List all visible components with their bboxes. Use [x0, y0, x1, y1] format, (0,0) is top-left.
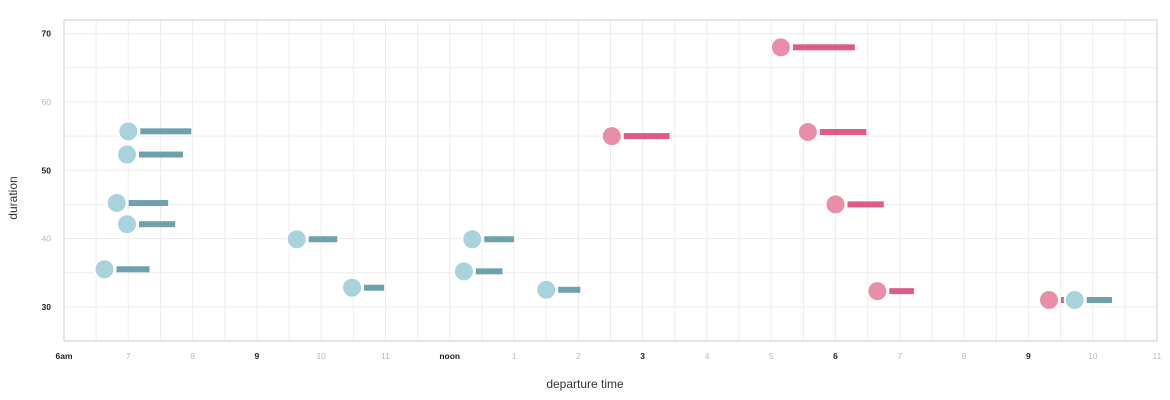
x-tick-label: 6am: [55, 351, 72, 361]
x-tick-label: 10: [316, 351, 326, 361]
duration-bars: [116, 44, 1112, 304]
pink-duration-bar: [819, 129, 867, 136]
x-tick-labels: 6am 7 8 9 10 11 noon 1 2 3 4 5 6 7 8 9 10 11: [55, 351, 1161, 361]
pink-duration-bar: [792, 44, 855, 51]
blue-duration-bar: [128, 200, 169, 207]
blue-duration-bar: [139, 221, 176, 228]
pink-departure-dot: [600, 125, 623, 148]
departure-dots: [93, 36, 1086, 312]
blue-duration-bar: [364, 284, 385, 291]
blue-duration-bar: [116, 266, 150, 273]
pink-departure-dot: [866, 280, 889, 303]
blue-duration-bar: [308, 236, 338, 243]
blue-departure-dot: [535, 278, 558, 301]
x-tick-label: 7: [897, 351, 902, 361]
y-tick-label: 50: [42, 165, 52, 175]
blue-duration-bar: [140, 128, 192, 135]
blue-departure-dot: [452, 260, 475, 283]
blue-duration-bar: [475, 268, 503, 275]
x-tick-label: noon: [439, 351, 460, 361]
pink-duration-bar: [847, 201, 884, 208]
pink-departure-dot: [769, 36, 792, 59]
blue-duration-bar: [558, 286, 581, 293]
x-tick-label: 3: [640, 351, 645, 361]
y-axis-title: duration: [6, 176, 20, 219]
x-tick-label: 4: [705, 351, 710, 361]
pink-departure-dot: [1037, 289, 1060, 312]
blue-departure-dot: [93, 258, 116, 281]
y-tick-label: 30: [42, 302, 52, 312]
x-tick-label: 6: [833, 351, 838, 361]
blue-duration-bar: [139, 151, 183, 158]
x-tick-label: 8: [962, 351, 967, 361]
pink-duration-bar: [889, 288, 914, 295]
axes: [63, 19, 1158, 342]
pink-duration-bar: [623, 133, 670, 140]
x-tick-label: 9: [1026, 351, 1031, 361]
blue-departure-dot: [116, 143, 139, 166]
blue-duration-bar: [484, 236, 515, 243]
y-tick-label: 40: [42, 234, 52, 244]
blue-departure-dot: [461, 228, 484, 251]
x-tick-label: 11: [1153, 351, 1162, 361]
x-tick-label: 7: [126, 351, 131, 361]
y-tick-label: 70: [42, 29, 52, 39]
x-tick-label: 11: [381, 351, 390, 361]
x-tick-label: 10: [1088, 351, 1098, 361]
blue-departure-dot: [117, 120, 140, 143]
y-tick-labels: 30 40 50 60 70: [42, 29, 52, 312]
blue-departure-dot: [116, 213, 139, 236]
blue-departure-dot: [1063, 289, 1086, 312]
x-tick-label: 5: [769, 351, 774, 361]
blue-departure-dot: [285, 228, 308, 251]
grid: [63, 20, 1158, 341]
x-tick-label: 2: [576, 351, 581, 361]
x-tick-label: 1: [512, 351, 517, 361]
blue-departure-dot: [341, 276, 364, 299]
blue-duration-bar: [1086, 297, 1112, 304]
x-tick-label: 9: [255, 351, 260, 361]
pink-departure-dot: [796, 121, 819, 144]
blue-departure-dot: [105, 192, 128, 215]
pink-departure-dot: [824, 193, 847, 216]
plot-frame: [63, 19, 1158, 342]
x-axis-title: departure time: [546, 377, 624, 391]
x-tick-label: 8: [190, 351, 195, 361]
y-tick-label: 60: [42, 97, 52, 107]
